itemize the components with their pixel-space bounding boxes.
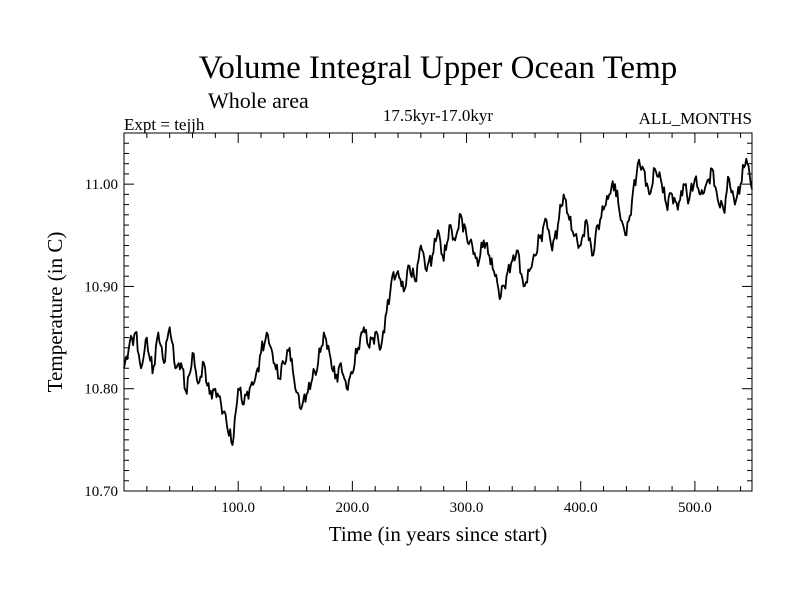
experiment-label: Expt = tejjh	[124, 115, 205, 134]
tick-labels: 100.0 200.0 300.0 400.0 500.0 10.70 10.80 10.90…	[84, 177, 712, 516]
y-tick-label: 10.80	[84, 382, 118, 398]
x-tick-label: 100.0	[221, 500, 255, 516]
y-tick-label: 10.70	[84, 484, 118, 500]
axis-ticks	[124, 133, 752, 491]
temperature-series-line	[123, 157, 753, 446]
chart-title: Volume Integral Upper Ocean Temp	[199, 50, 677, 86]
x-tick-label: 200.0	[335, 500, 369, 516]
months-label: ALL_MONTHS	[639, 109, 752, 128]
y-axis-label: Temperature (in C)	[43, 232, 67, 393]
x-tick-label: 300.0	[450, 500, 484, 516]
plot-frame	[123, 132, 753, 492]
y-tick-label: 11.00	[85, 177, 118, 193]
x-tick-label: 500.0	[678, 500, 712, 516]
x-tick-label: 400.0	[564, 500, 598, 516]
y-tick-label: 10.90	[84, 279, 118, 295]
period-label: 17.5kyr-17.0kyr	[383, 106, 493, 125]
x-axis-label: Time (in years since start)	[329, 522, 548, 546]
chart-subtitle: Whole area	[208, 88, 309, 113]
